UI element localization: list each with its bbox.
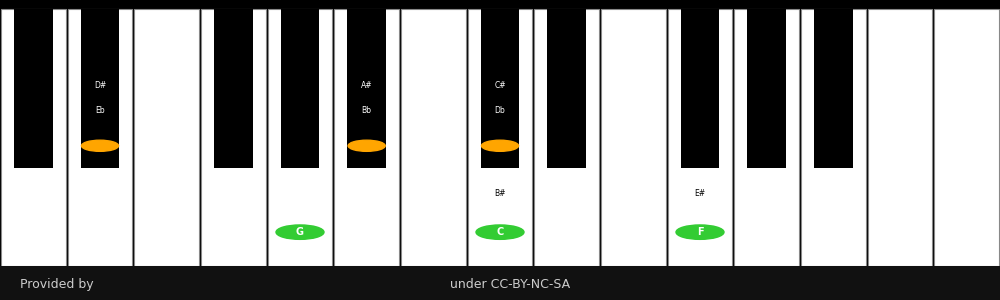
FancyBboxPatch shape bbox=[268, 9, 332, 266]
FancyBboxPatch shape bbox=[334, 9, 399, 266]
Text: G: G bbox=[296, 227, 304, 237]
FancyBboxPatch shape bbox=[534, 9, 599, 266]
FancyBboxPatch shape bbox=[134, 9, 199, 266]
FancyBboxPatch shape bbox=[468, 9, 532, 266]
Text: F: F bbox=[697, 227, 703, 237]
Bar bbox=[681, 9, 719, 168]
Ellipse shape bbox=[276, 225, 324, 239]
Bar bbox=[347, 9, 386, 168]
FancyBboxPatch shape bbox=[601, 9, 666, 266]
FancyBboxPatch shape bbox=[401, 9, 466, 266]
Bar bbox=[547, 9, 586, 168]
FancyBboxPatch shape bbox=[201, 9, 266, 266]
FancyBboxPatch shape bbox=[734, 9, 799, 266]
FancyBboxPatch shape bbox=[934, 9, 999, 266]
Text: D#: D# bbox=[94, 81, 106, 90]
FancyBboxPatch shape bbox=[668, 9, 732, 266]
Ellipse shape bbox=[481, 140, 519, 151]
Ellipse shape bbox=[676, 225, 724, 239]
Text: C: C bbox=[496, 227, 504, 237]
Text: under CC-BY-NC-SA: under CC-BY-NC-SA bbox=[450, 278, 570, 291]
Text: Provided by: Provided by bbox=[20, 278, 94, 291]
Bar bbox=[14, 9, 53, 168]
FancyBboxPatch shape bbox=[1, 9, 66, 266]
Bar bbox=[81, 9, 119, 168]
Bar bbox=[747, 9, 786, 168]
Text: E#: E# bbox=[694, 189, 706, 198]
Text: Db: Db bbox=[495, 106, 505, 115]
Text: A#: A# bbox=[361, 81, 372, 90]
Bar bbox=[481, 9, 519, 168]
Text: C#: C# bbox=[494, 81, 506, 90]
Ellipse shape bbox=[476, 225, 524, 239]
FancyBboxPatch shape bbox=[868, 9, 932, 266]
Ellipse shape bbox=[81, 140, 119, 151]
Bar bbox=[281, 9, 319, 168]
Text: Bb: Bb bbox=[362, 106, 372, 115]
Text: Eb: Eb bbox=[95, 106, 105, 115]
Ellipse shape bbox=[348, 140, 385, 151]
FancyBboxPatch shape bbox=[801, 9, 866, 266]
FancyBboxPatch shape bbox=[68, 9, 132, 266]
Bar bbox=[214, 9, 253, 168]
Bar bbox=[814, 9, 853, 168]
Bar bbox=[0, 266, 1000, 300]
Text: B#: B# bbox=[494, 189, 506, 198]
